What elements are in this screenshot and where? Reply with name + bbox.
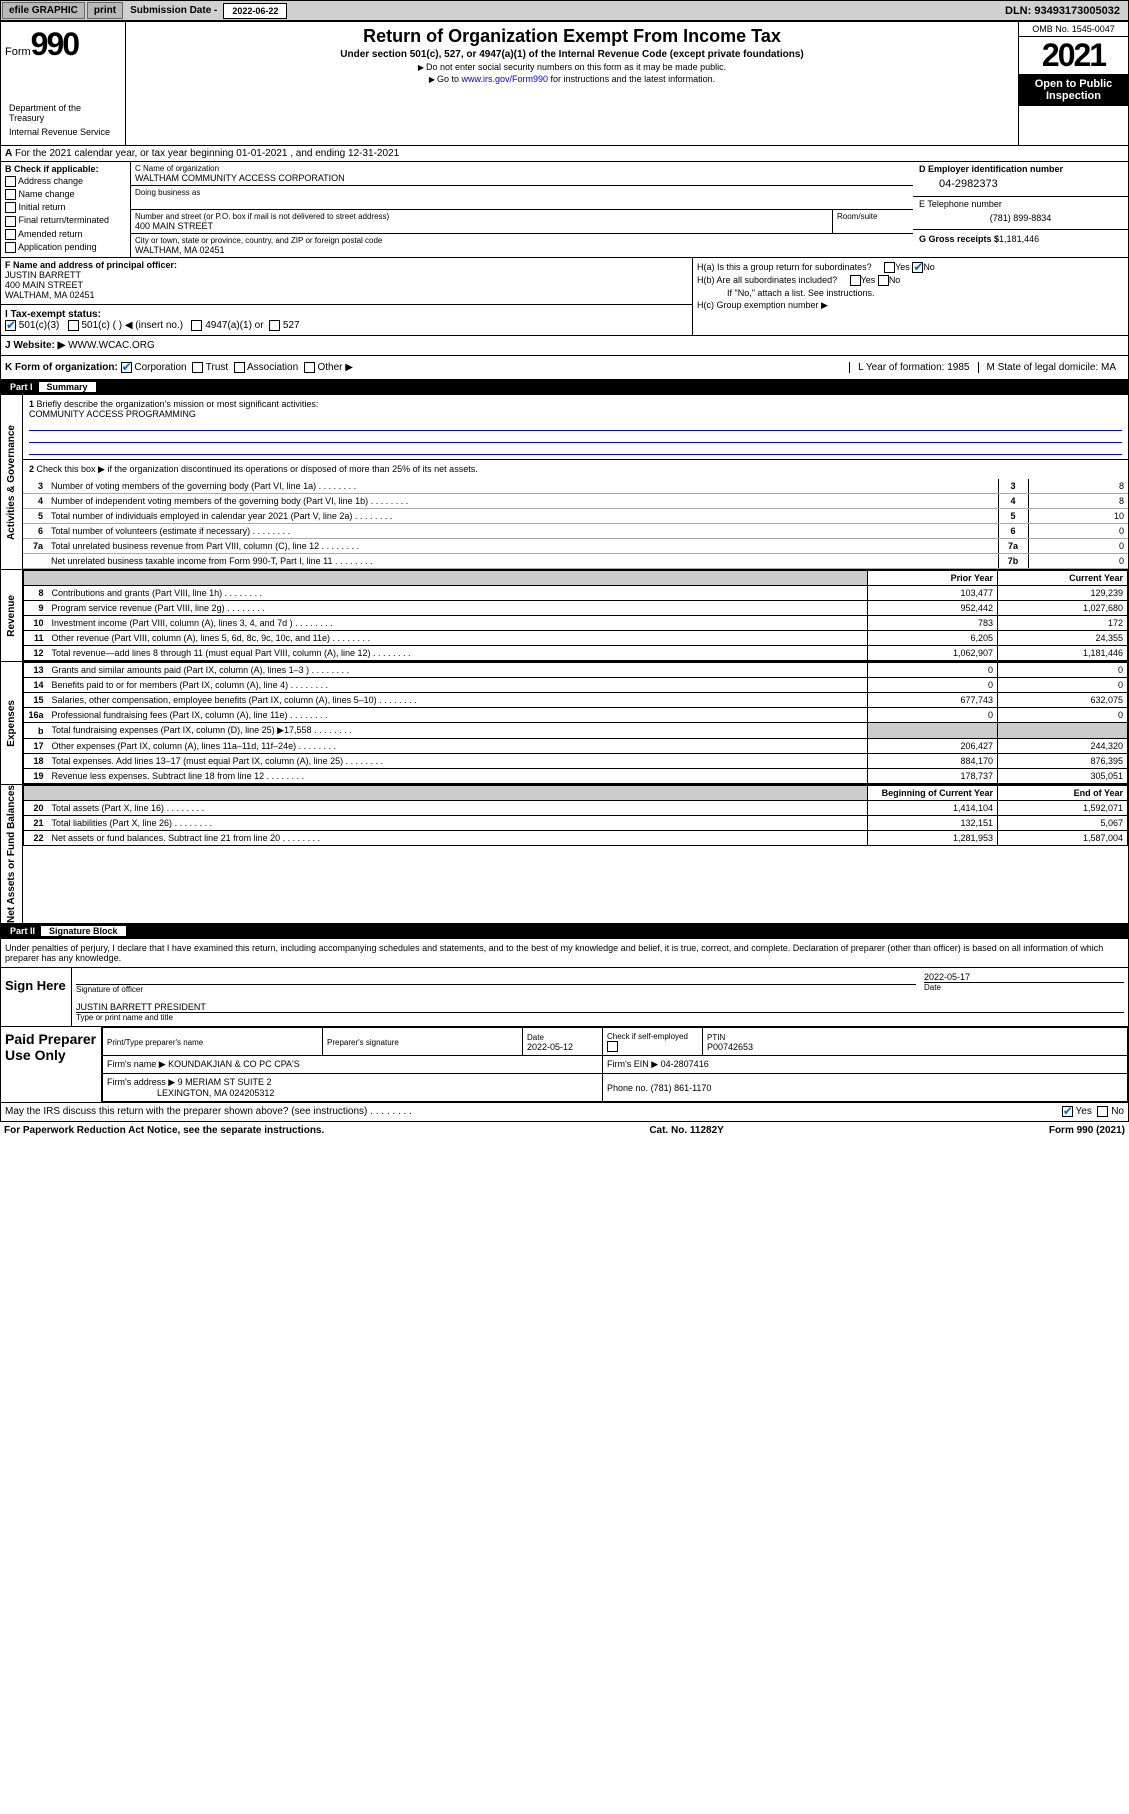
website-label: J Website: ▶ <box>5 340 65 351</box>
state-domicile: M State of legal domicile: MA <box>978 362 1125 373</box>
irs-link[interactable]: www.irs.gov/Form990 <box>462 74 549 84</box>
gross-label: G Gross receipts $ <box>919 234 999 244</box>
officer-addr2: WALTHAM, MA 02451 <box>5 290 688 300</box>
ha-no[interactable] <box>912 262 923 273</box>
website: WWW.WCAC.ORG <box>68 340 155 351</box>
vlabel-expenses: Expenses <box>1 662 23 784</box>
mission-label: Briefly describe the organization's miss… <box>37 399 319 409</box>
form-header: Form990 Department of the Treasury Inter… <box>0 21 1129 146</box>
cb-501c[interactable] <box>68 320 79 331</box>
line-a: A For the 2021 calendar year, or tax yea… <box>0 146 1129 162</box>
officer-name: JUSTIN BARRETT <box>5 270 688 280</box>
vlabel-netassets: Net Assets or Fund Balances <box>1 785 23 923</box>
sign-here-label: Sign Here <box>1 968 71 1026</box>
vlabel-revenue: Revenue <box>1 570 23 661</box>
city-label: City or town, state or province, country… <box>135 236 909 245</box>
gross-receipts: 1,181,446 <box>999 234 1039 244</box>
cb-self-employed[interactable] <box>607 1041 618 1052</box>
paid-preparer-label: Paid Preparer Use Only <box>1 1027 101 1102</box>
sig-date: 2022-05-17 <box>924 972 1124 982</box>
org-name: WALTHAM COMMUNITY ACCESS CORPORATION <box>135 173 909 183</box>
telephone: (781) 899-8834 <box>919 209 1122 227</box>
identity-grid: B Check if applicable: Address change Na… <box>0 162 1129 258</box>
cb-corp[interactable] <box>121 362 132 373</box>
ha-label: H(a) Is this a group return for subordin… <box>697 262 872 272</box>
officer-addr1: 400 MAIN STREET <box>5 280 688 290</box>
tax-exempt-label: I Tax-exempt status: <box>5 309 101 320</box>
form-word: Form <box>5 46 31 58</box>
netassets-table: Beginning of Current YearEnd of Year20To… <box>23 785 1128 846</box>
top-toolbar: efile GRAPHIC print Submission Date - 20… <box>0 0 1129 21</box>
form-footer: Form 990 (2021) <box>1049 1125 1125 1136</box>
tax-year: 2021 <box>1019 37 1128 74</box>
dept-treasury: Department of the Treasury <box>5 103 121 127</box>
part1-header: Part I Summary <box>0 380 1129 394</box>
dba-label: Doing business as <box>135 188 909 197</box>
instruction-2: Go to www.irs.gov/Form990 for instructio… <box>130 74 1014 84</box>
cb-trust[interactable] <box>192 362 203 373</box>
form-subtitle: Under section 501(c), 527, or 4947(a)(1)… <box>130 49 1014 60</box>
cb-501c3[interactable] <box>5 320 16 331</box>
discuss-no[interactable] <box>1097 1106 1108 1117</box>
instruction-1: Do not enter social security numbers on … <box>130 62 1014 72</box>
city: WALTHAM, MA 02451 <box>135 245 909 255</box>
revenue-table: Prior YearCurrent Year8Contributions and… <box>23 570 1128 661</box>
sig-officer-line: Signature of officer <box>76 984 916 994</box>
hc-label: H(c) Group exemption number ▶ <box>697 300 1124 311</box>
cb-name-change[interactable]: Name change <box>5 189 126 200</box>
cb-address-change[interactable]: Address change <box>5 176 126 187</box>
print-button[interactable]: print <box>87 2 123 19</box>
mission-text: COMMUNITY ACCESS PROGRAMMING <box>29 409 196 419</box>
ein-label: D Employer identification number <box>919 164 1122 174</box>
form-title: Return of Organization Exempt From Incom… <box>130 26 1014 47</box>
street-label: Number and street (or P.O. box if mail i… <box>135 212 828 221</box>
dln: DLN: 93493173005032 <box>997 3 1128 19</box>
governance-table: 3Number of voting members of the governi… <box>23 479 1128 569</box>
cat-no: Cat. No. 11282Y <box>649 1125 723 1136</box>
cb-amended[interactable]: Amended return <box>5 229 126 240</box>
ha-yes[interactable] <box>884 262 895 273</box>
open-public-badge: Open to Public Inspection <box>1019 74 1128 106</box>
efile-button[interactable]: efile GRAPHIC <box>2 2 85 19</box>
cb-527[interactable] <box>269 320 280 331</box>
officer-label: F Name and address of principal officer: <box>5 260 688 270</box>
cb-assoc[interactable] <box>234 362 245 373</box>
col-b: B Check if applicable: Address change Na… <box>1 162 131 257</box>
expenses-table: 13Grants and similar amounts paid (Part … <box>23 662 1128 784</box>
discuss-label: May the IRS discuss this return with the… <box>5 1106 412 1117</box>
cb-app-pending[interactable]: Application pending <box>5 242 126 253</box>
preparer-table: Print/Type preparer's name Preparer's si… <box>102 1027 1128 1102</box>
k-label: K Form of organization: <box>5 362 118 373</box>
part2-header: Part II Signature Block <box>0 924 1129 938</box>
pra-notice: For Paperwork Reduction Act Notice, see … <box>4 1125 324 1136</box>
hb-note: If "No," attach a list. See instructions… <box>697 288 1124 298</box>
submission-date: 2022-06-22 <box>223 3 287 19</box>
form-number: 990 <box>31 26 78 62</box>
tel-label: E Telephone number <box>919 199 1122 209</box>
room-label: Room/suite <box>837 212 909 221</box>
sig-date-label: Date <box>924 982 1124 992</box>
submission-label: Submission Date - <box>124 3 223 18</box>
hb-yes[interactable] <box>850 275 861 286</box>
cb-other[interactable] <box>304 362 315 373</box>
irs-label: Internal Revenue Service <box>5 127 121 141</box>
cb-initial-return[interactable]: Initial return <box>5 202 126 213</box>
name-title-label: Type or print name and title <box>76 1012 1124 1022</box>
ein: 04-2982373 <box>919 174 1122 194</box>
hb-label: H(b) Are all subordinates included? <box>697 275 837 285</box>
declaration: Under penalties of perjury, I declare th… <box>0 938 1129 968</box>
org-name-label: C Name of organization <box>135 164 909 173</box>
vlabel-governance: Activities & Governance <box>1 395 23 569</box>
cb-final-return[interactable]: Final return/terminated <box>5 215 126 226</box>
line2: Check this box ▶ if the organization dis… <box>37 464 478 474</box>
omb-number: OMB No. 1545-0047 <box>1019 22 1128 37</box>
cb-4947[interactable] <box>191 320 202 331</box>
hb-no[interactable] <box>878 275 889 286</box>
street: 400 MAIN STREET <box>135 221 828 231</box>
year-formation: L Year of formation: 1985 <box>849 362 977 373</box>
discuss-yes[interactable] <box>1062 1106 1073 1117</box>
officer-sig-name: JUSTIN BARRETT PRESIDENT <box>76 1002 1124 1012</box>
